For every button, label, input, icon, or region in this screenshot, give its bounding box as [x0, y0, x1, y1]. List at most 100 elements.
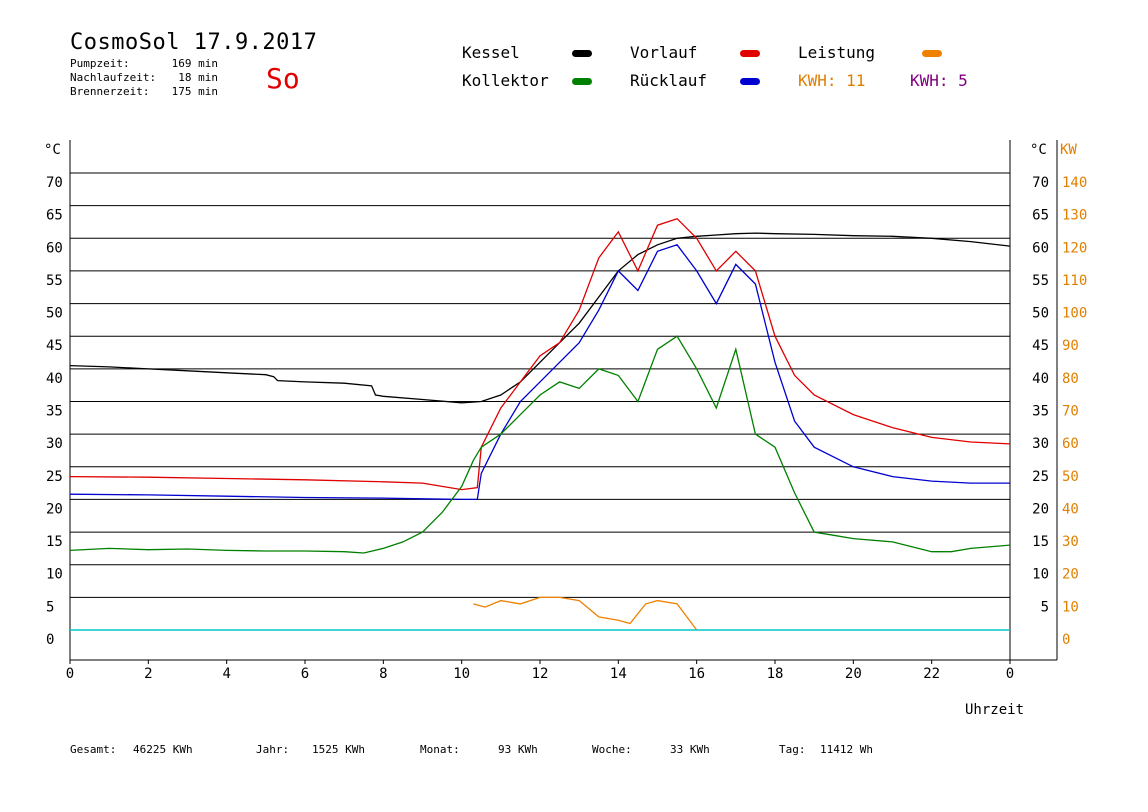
y2-axis-label: KW: [1060, 142, 1077, 158]
y-tick-label-left: 25: [46, 469, 63, 485]
kwh-leistung-label: KWH: 11: [798, 71, 866, 90]
woche-label: Woche:: [592, 743, 632, 756]
kwh-secondary-label: KWH: 5: [910, 71, 968, 90]
y-tick-label-right: 5: [1041, 599, 1049, 615]
y-tick-label-right: 15: [1032, 534, 1049, 550]
y2-tick-label: 70: [1062, 404, 1079, 420]
y-tick-label-left: 5: [46, 599, 54, 615]
y-tick-label-right: 10: [1032, 567, 1049, 583]
y-tick-label-left: 0: [46, 632, 54, 648]
gesamt-label: Gesamt:: [70, 743, 117, 756]
y2-tick-label: 30: [1062, 534, 1079, 550]
series-line-kollektor: [69, 335, 1011, 554]
y-tick-label-right: 20: [1032, 501, 1049, 517]
tag-label: Tag:: [779, 743, 806, 756]
y-tick-label-right: 50: [1032, 306, 1049, 322]
y-tick-label-left: 60: [46, 240, 63, 256]
series-line-kessel: [69, 232, 1011, 404]
x-tick-label: 12: [532, 666, 549, 682]
page-title: CosmoSol 17.9.2017: [70, 30, 318, 55]
y2-tick-label: 90: [1062, 338, 1079, 354]
monat-value: 93 KWh: [498, 743, 538, 756]
brennerzeit-value: 175 min: [171, 85, 218, 98]
legend-kollektor-swatch: [572, 78, 592, 85]
axes: [69, 140, 1058, 664]
series-line-rücklauf: [69, 244, 1010, 501]
x-tick-label: 20: [845, 666, 862, 682]
series-line-leistung: [473, 596, 698, 631]
y-tick-label-left: 70: [46, 175, 63, 191]
y-tick-label-left: 35: [46, 404, 63, 420]
y2-tick-label: 10: [1062, 599, 1079, 615]
tick-labels: 0 2 4 6 8 10 12 14 16 18 20 22 005101520253035404550…: [46, 175, 1087, 682]
x-tick-label: 22: [923, 666, 940, 682]
legend-kollektor-label: Kollektor: [462, 71, 549, 90]
y-tick-label-left: 50: [46, 306, 63, 322]
gesamt-value: 46225 KWh: [133, 743, 193, 756]
legend-vorlauf-swatch: [740, 50, 760, 57]
y-axis-label-left: °C: [44, 142, 61, 158]
y2-tick-label: 40: [1062, 501, 1079, 517]
pumpzeit-label: Pumpzeit:: [70, 57, 130, 70]
woche-value: 33 KWh: [670, 743, 710, 756]
x-axis-label: Uhrzeit: [965, 702, 1025, 718]
y-tick-label-left: 45: [46, 338, 63, 354]
y-tick-label-left: 10: [46, 567, 63, 583]
y-tick-label-right: 25: [1032, 469, 1049, 485]
y2-tick-label: 120: [1062, 240, 1087, 256]
x-tick-label: 2: [144, 666, 152, 682]
y2-tick-label: 0: [1062, 632, 1070, 648]
y2-tick-label: 20: [1062, 567, 1079, 583]
legend-leistung-label: Leistung: [798, 43, 876, 62]
weekday-label: So: [266, 62, 300, 95]
x-tick-label: 0: [1006, 666, 1014, 682]
y2-tick-label: 60: [1062, 436, 1079, 452]
y-axis-label-right: °C: [1030, 142, 1047, 158]
y-tick-label-left: 15: [46, 534, 63, 550]
y2-tick-label: 100: [1062, 306, 1087, 322]
y2-tick-label: 50: [1062, 469, 1079, 485]
pumpzeit-value: 169 min: [171, 57, 218, 70]
tag-value: 11412 Wh: [820, 743, 873, 756]
y-tick-label-right: 35: [1032, 404, 1049, 420]
y-tick-label-left: 30: [46, 436, 63, 452]
y2-tick-label: 140: [1062, 175, 1087, 191]
x-tick-label: 10: [453, 666, 470, 682]
nachlaufzeit-label: Nachlaufzeit:: [70, 71, 157, 84]
monat-label: Monat:: [420, 743, 460, 756]
legend-kessel-swatch: [572, 50, 592, 57]
series: [69, 217, 1011, 631]
x-tick-label: 8: [379, 666, 387, 682]
y-tick-label-left: 20: [46, 501, 63, 517]
x-tick-label: 18: [767, 666, 784, 682]
nachlaufzeit-value: 18 min: [178, 71, 218, 84]
legend-ruecklauf-swatch: [740, 78, 760, 85]
y2-tick-label: 130: [1062, 208, 1087, 224]
x-tick-label: 16: [688, 666, 705, 682]
legend-vorlauf-label: Vorlauf: [630, 43, 698, 62]
y2-tick-label: 110: [1062, 273, 1087, 289]
x-tick-label: 6: [301, 666, 309, 682]
x-tick-label: 0: [66, 666, 74, 682]
legend-kessel-label: Kessel: [462, 43, 520, 62]
x-tick-label: 14: [610, 666, 627, 682]
y-tick-label-right: 60: [1032, 240, 1049, 256]
jahr-value: 1525 KWh: [312, 743, 365, 756]
series-line-vorlauf: [69, 217, 1011, 491]
brennerzeit-label: Brennerzeit:: [70, 85, 150, 98]
y-tick-label-left: 55: [46, 273, 63, 289]
y-tick-label-right: 45: [1032, 338, 1049, 354]
legend-leistung-swatch: [922, 50, 942, 57]
y-tick-label-right: 65: [1032, 208, 1049, 224]
y-tick-label-left: 65: [46, 208, 63, 224]
y-tick-label-right: 70: [1032, 175, 1049, 191]
x-tick-label: 4: [222, 666, 230, 682]
legend-ruecklauf-label: Rücklauf: [630, 71, 708, 90]
y-tick-label-right: 55: [1032, 273, 1049, 289]
y-tick-label-right: 40: [1032, 371, 1049, 387]
grid: [70, 172, 1010, 631]
y2-tick-label: 80: [1062, 371, 1079, 387]
jahr-label: Jahr:: [256, 743, 290, 756]
y-tick-label-left: 40: [46, 371, 63, 387]
